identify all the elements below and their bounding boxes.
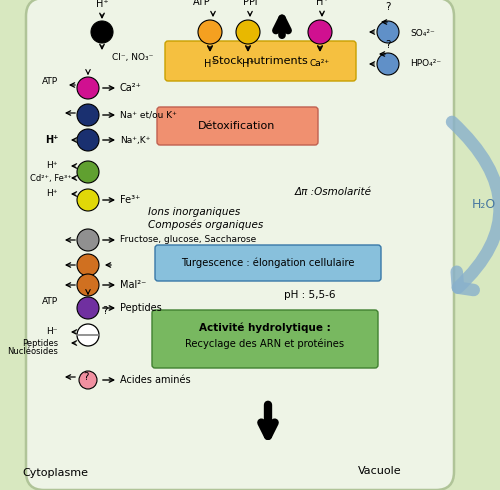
Text: Stock nutriments: Stock nutriments (212, 56, 308, 66)
Text: Fe³⁺: Fe³⁺ (120, 195, 141, 205)
Text: Fructose, glucose, Saccharose: Fructose, glucose, Saccharose (120, 236, 256, 245)
Text: H⁺: H⁺ (204, 59, 216, 69)
Text: H⁺: H⁺ (316, 0, 328, 7)
Text: Na⁺ et/ou K⁺: Na⁺ et/ou K⁺ (120, 111, 177, 120)
Text: H⁻: H⁻ (46, 327, 58, 337)
Circle shape (77, 229, 99, 251)
Text: Δπ :Osmolarité: Δπ :Osmolarité (295, 187, 372, 197)
FancyBboxPatch shape (157, 107, 318, 145)
Text: Ions inorganiques: Ions inorganiques (148, 207, 240, 217)
Circle shape (198, 20, 222, 44)
Text: ?: ? (83, 372, 89, 382)
Circle shape (236, 20, 260, 44)
Circle shape (77, 77, 99, 99)
Text: ATP: ATP (193, 0, 211, 7)
Text: Acides aminés: Acides aminés (120, 375, 190, 385)
Text: H⁺: H⁺ (242, 59, 254, 69)
Text: ?: ? (385, 40, 391, 50)
Text: pH : 5,5-6: pH : 5,5-6 (284, 290, 336, 300)
Circle shape (77, 254, 99, 276)
Text: Composés organiques: Composés organiques (148, 220, 263, 230)
Circle shape (77, 161, 99, 183)
Text: Détoxification: Détoxification (198, 121, 276, 131)
Text: Cytoplasme: Cytoplasme (22, 468, 88, 478)
FancyBboxPatch shape (155, 245, 381, 281)
Text: Ca²⁺: Ca²⁺ (120, 83, 142, 93)
Text: HPO₄²⁻: HPO₄²⁻ (410, 59, 441, 69)
FancyArrowPatch shape (452, 122, 500, 290)
FancyBboxPatch shape (26, 0, 454, 490)
Text: Activité hydrolytique :: Activité hydrolytique : (199, 323, 331, 333)
Text: Peptides: Peptides (22, 339, 58, 347)
Text: ATP: ATP (42, 77, 58, 87)
Text: Cl⁻, NO₃⁻: Cl⁻, NO₃⁻ (112, 53, 154, 63)
Text: H⁺: H⁺ (46, 162, 58, 171)
Text: H⁺: H⁺ (44, 135, 58, 145)
Circle shape (77, 189, 99, 211)
Circle shape (77, 274, 99, 296)
Circle shape (77, 104, 99, 126)
Circle shape (377, 21, 399, 43)
Circle shape (308, 20, 332, 44)
Circle shape (377, 53, 399, 75)
Circle shape (79, 371, 97, 389)
Text: Na⁺,K⁺: Na⁺,K⁺ (120, 136, 150, 145)
Text: Nucléosides: Nucléosides (7, 347, 58, 357)
FancyBboxPatch shape (165, 41, 356, 81)
Text: H₂O: H₂O (472, 198, 496, 212)
Text: Vacuole: Vacuole (358, 466, 402, 476)
Text: Recyclage des ARN et protéines: Recyclage des ARN et protéines (186, 339, 344, 349)
Text: Cd²⁺, Fe³⁺: Cd²⁺, Fe³⁺ (30, 173, 72, 182)
Text: Turgescence : élongation cellulaire: Turgescence : élongation cellulaire (181, 258, 355, 268)
Text: PPi: PPi (243, 0, 257, 7)
Circle shape (77, 297, 99, 319)
Circle shape (77, 129, 99, 151)
Circle shape (77, 324, 99, 346)
Text: ?: ? (102, 306, 108, 316)
Text: Mal²⁻: Mal²⁻ (120, 280, 146, 290)
Text: H⁺: H⁺ (46, 190, 58, 198)
Text: Peptides: Peptides (120, 303, 162, 313)
Circle shape (91, 21, 113, 43)
Text: Ca²⁺: Ca²⁺ (310, 59, 330, 68)
Text: ?: ? (385, 2, 391, 12)
FancyBboxPatch shape (152, 310, 378, 368)
Text: ATP: ATP (42, 297, 58, 307)
Text: H⁺: H⁺ (96, 0, 108, 9)
Text: SO₄²⁻: SO₄²⁻ (410, 29, 435, 39)
